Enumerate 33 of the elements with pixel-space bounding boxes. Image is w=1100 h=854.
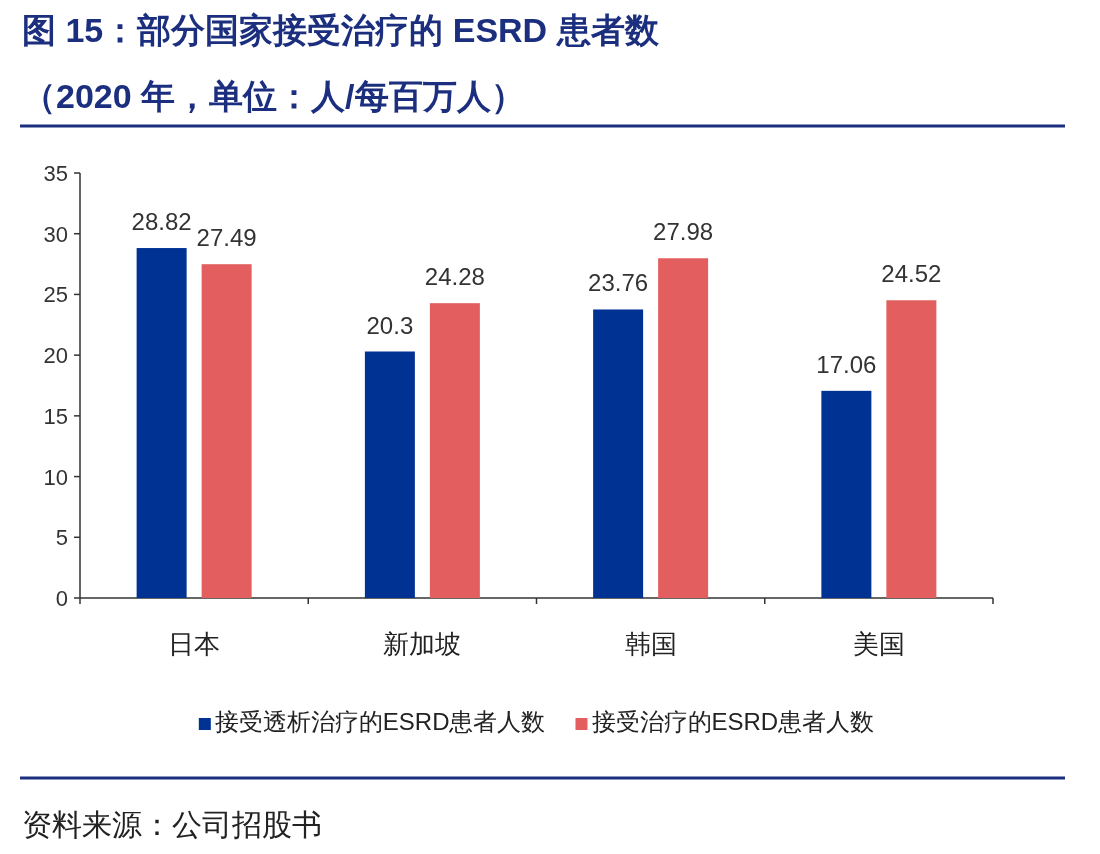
legend-label: 接受治疗的ESRD患者人数 bbox=[591, 708, 875, 735]
data-label: 27.98 bbox=[653, 218, 714, 246]
bar bbox=[821, 390, 872, 598]
bar bbox=[364, 351, 415, 598]
bar bbox=[136, 248, 187, 598]
y-tick-label: 35 bbox=[43, 161, 68, 186]
data-label: 23.76 bbox=[588, 269, 649, 297]
data-label: 24.52 bbox=[881, 260, 942, 288]
legend-label: 接受透析治疗的ESRD患者人数 bbox=[214, 708, 546, 735]
y-tick-label: 10 bbox=[43, 464, 68, 490]
bar bbox=[429, 303, 480, 598]
bar bbox=[658, 258, 709, 598]
y-tick-label: 20 bbox=[43, 343, 68, 369]
bar bbox=[593, 309, 644, 598]
x-tick-label: 韩国 bbox=[624, 629, 677, 659]
y-tick-label: 30 bbox=[43, 221, 68, 247]
text: 资料来源：公司招股书 bbox=[22, 808, 322, 841]
y-tick-label: 15 bbox=[43, 403, 68, 429]
y-tick-label: 0 bbox=[55, 586, 68, 611]
y-tick-label: 25 bbox=[43, 282, 68, 308]
chart-subtitle: （2020 年，单位：人/每百万人） bbox=[22, 77, 525, 115]
data-label: 20.3 bbox=[366, 311, 414, 339]
y-tick-label: 5 bbox=[55, 525, 68, 551]
x-tick-label: 日本 bbox=[168, 629, 221, 659]
chart-title: 图 15：部分国家接受治疗的 ESRD 患者数 bbox=[22, 11, 660, 49]
x-tick-label: 美国 bbox=[852, 629, 905, 659]
data-label: 17.06 bbox=[816, 350, 877, 378]
data-label: 27.49 bbox=[196, 224, 257, 252]
data-label: 28.82 bbox=[131, 208, 192, 236]
bar bbox=[201, 264, 252, 598]
data-label: 24.28 bbox=[424, 263, 485, 291]
x-tick-label: 新加坡 bbox=[383, 629, 462, 659]
bar bbox=[886, 300, 937, 598]
